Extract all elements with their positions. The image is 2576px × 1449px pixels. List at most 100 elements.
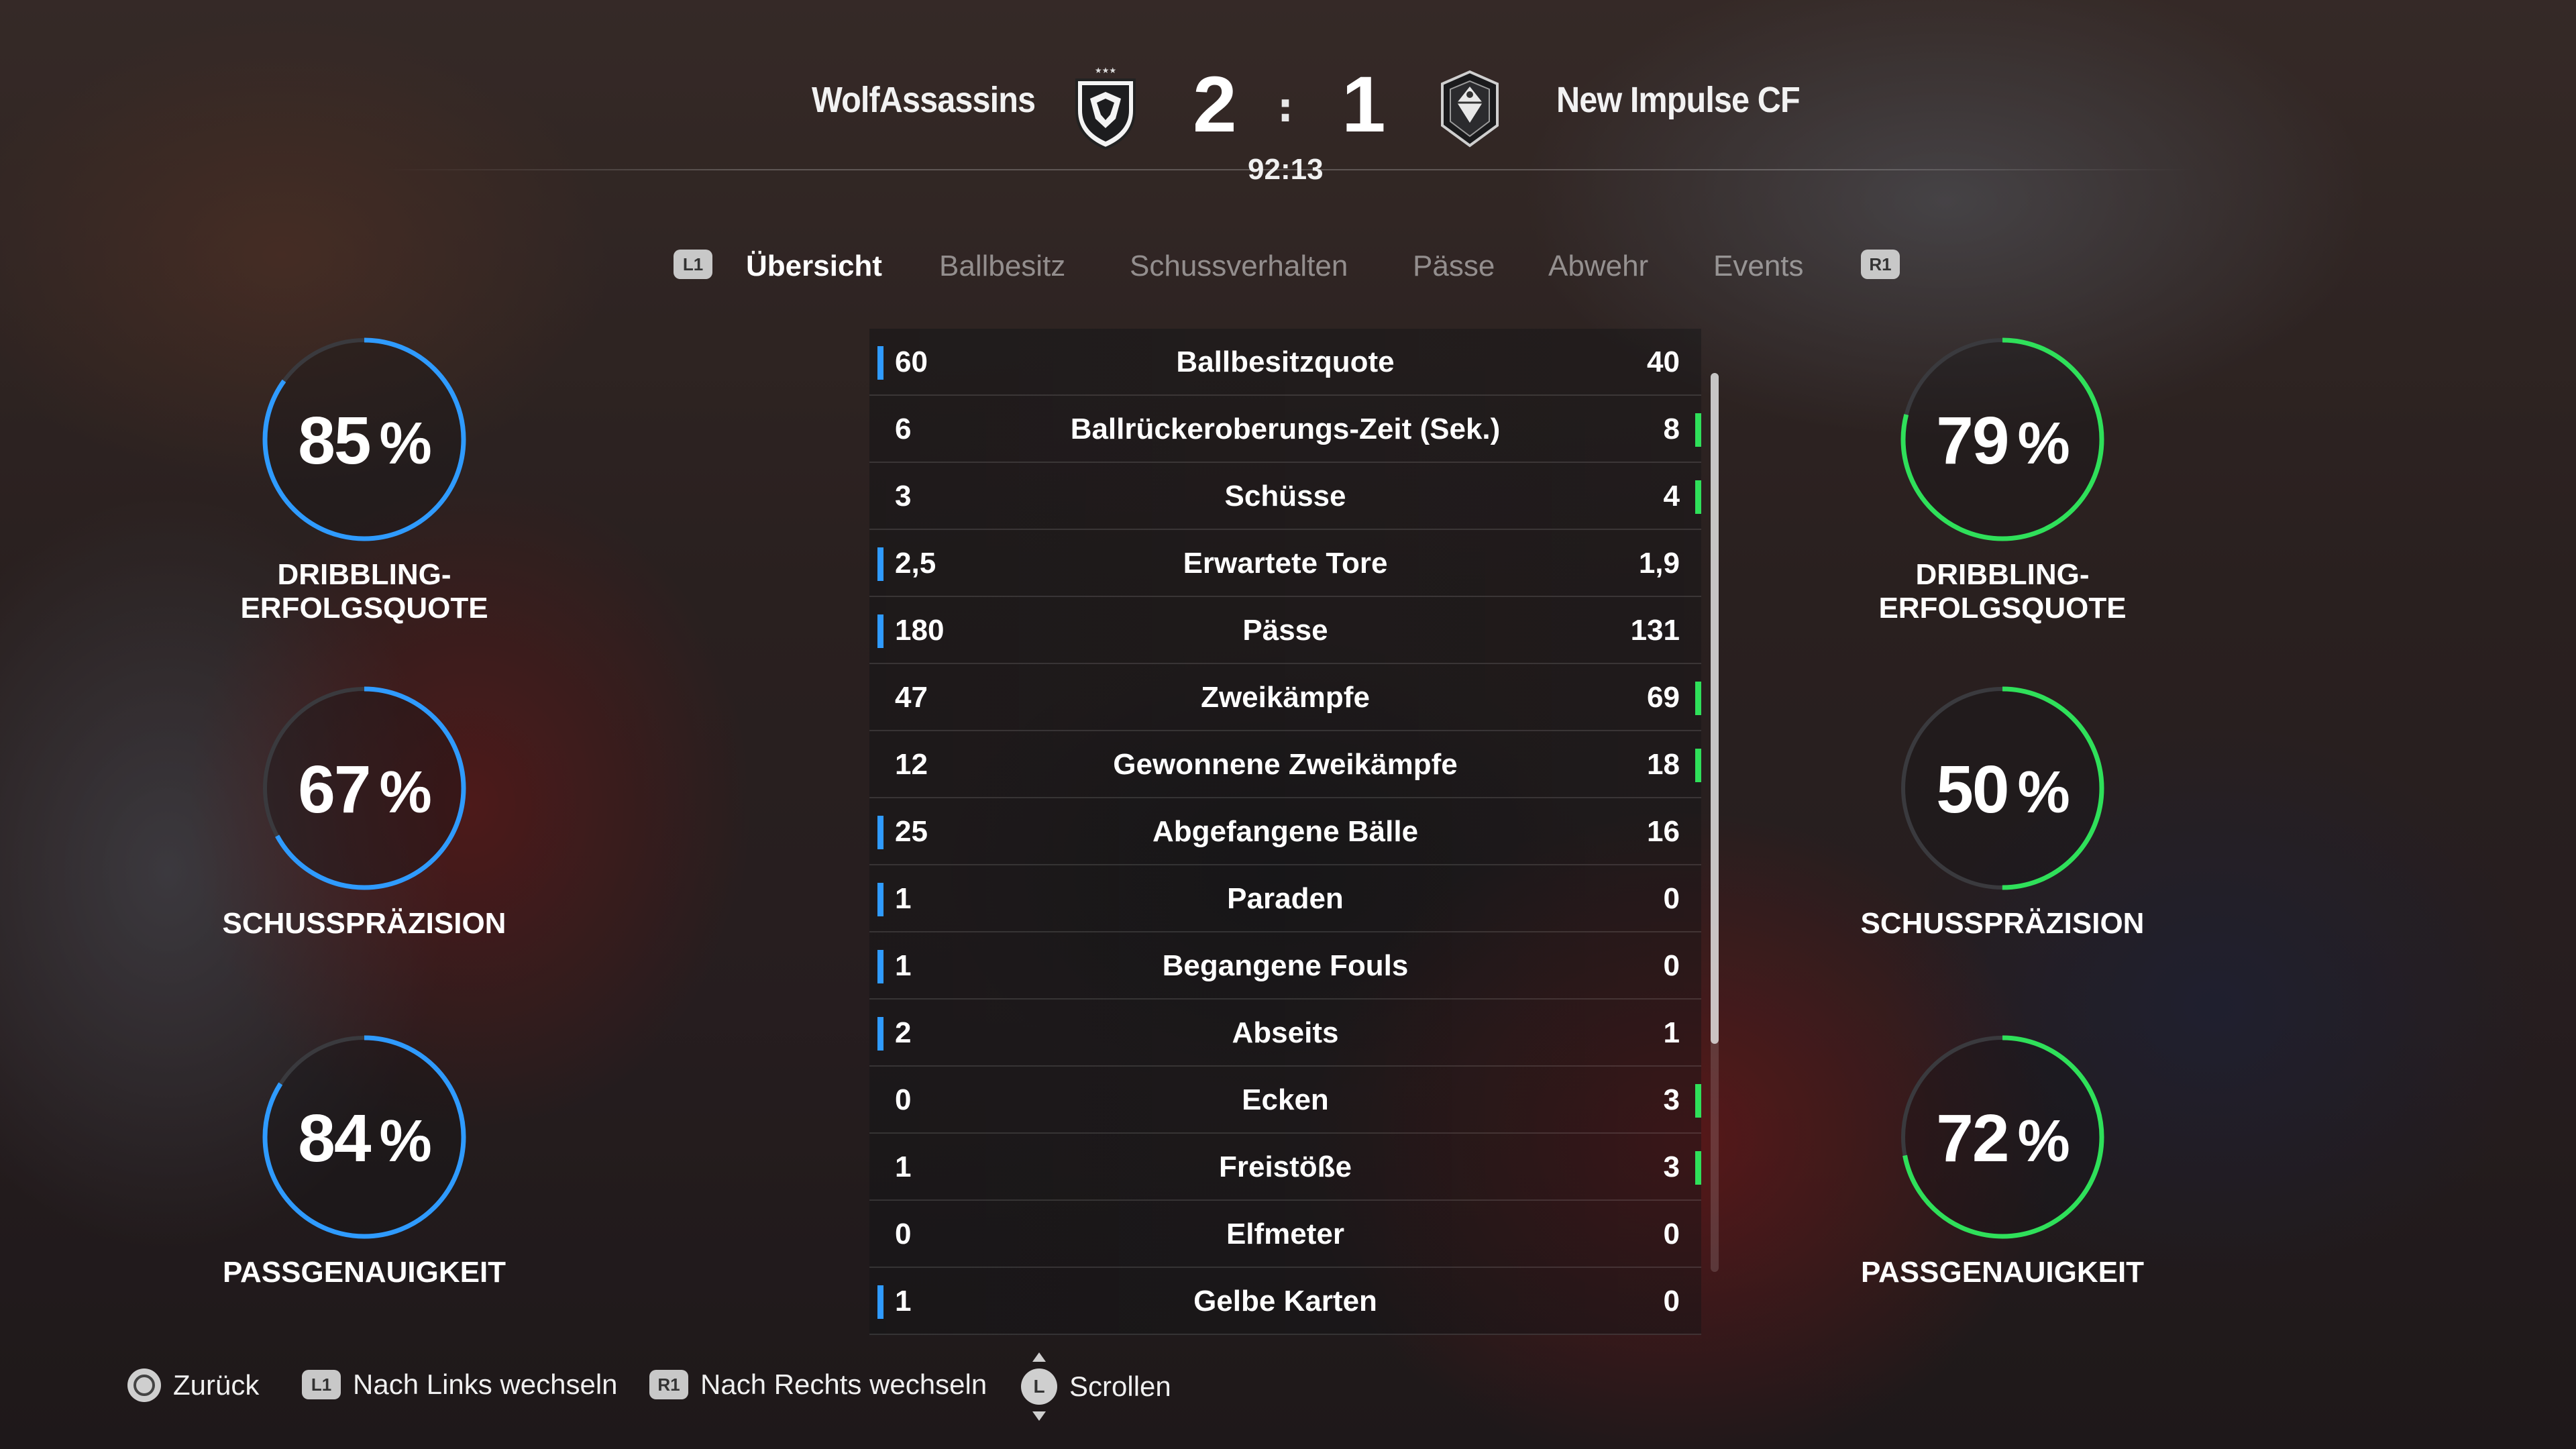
switch-left-control[interactable]: L1 Nach Links wechseln (302, 1368, 618, 1401)
home-stat-value: 1 (895, 1150, 912, 1183)
home-score: 2 (1193, 60, 1237, 149)
stat-label: Pässe (1242, 614, 1328, 647)
tab-abwehr[interactable]: Abwehr (1548, 250, 1649, 282)
ring-number: 72 (1936, 1101, 2009, 1176)
stat-label: Abgefangene Bälle (1152, 815, 1419, 848)
home-lead-marker (877, 950, 883, 983)
r1-button-icon: R1 (649, 1370, 688, 1399)
percentage-ring-icon (262, 686, 466, 890)
ring-progress-arc (262, 1035, 466, 1239)
ring-progress-arc (262, 337, 466, 541)
away-lead-marker (1695, 749, 1701, 782)
away-stat-value: 0 (1663, 1218, 1680, 1250)
percentage-ring-icon (1900, 1035, 2104, 1239)
ring-progress-arc (1900, 1035, 2104, 1239)
stat-label: Freistöße (1218, 1150, 1352, 1183)
away-lead-marker (1695, 413, 1701, 447)
ring-unit: % (2017, 410, 2070, 476)
stat-row: 2 Abseits 1 (869, 1000, 1701, 1067)
ring-value: 67% (156, 751, 572, 828)
stat-label: Ballrückeroberungs-Zeit (Sek.) (1070, 413, 1501, 445)
home-team-crest-icon: ★★★ (1075, 66, 1136, 150)
tab-uebersicht[interactable]: Übersicht (746, 250, 882, 282)
match-header: WolfAssassins ★★★ 2 : 1 New Impulse CF 9… (0, 0, 2576, 188)
l1-button-icon[interactable]: L1 (674, 250, 712, 279)
scroll-label: Scrollen (1069, 1371, 1171, 1402)
ring-value: 84% (156, 1100, 572, 1177)
tab-paesse[interactable]: Pässe (1413, 250, 1495, 282)
away-lead-marker (1695, 1151, 1701, 1185)
stats-tabs: L1 Übersicht Ballbesitz Schussverhalten … (0, 0, 2576, 309)
ring-unit: % (379, 410, 431, 476)
tab-ballbesitz[interactable]: Ballbesitz (939, 250, 1066, 282)
home-stat-value: 1 (895, 1285, 912, 1318)
ring-number: 50 (1936, 752, 2009, 827)
stat-label: Abseits (1232, 1016, 1339, 1049)
percentage-ring-icon (262, 1035, 466, 1239)
switch-right-control[interactable]: R1 Nach Rechts wechseln (649, 1368, 987, 1401)
stat-row: 25 Abgefangene Bälle 16 (869, 798, 1701, 865)
ring-unit: % (2017, 1108, 2070, 1174)
home-lead-marker (877, 1285, 883, 1319)
stats-scrollbar[interactable] (1711, 373, 1719, 1272)
away-stat-value: 18 (1647, 748, 1680, 781)
ring-label: DRIBBLING-ERFOLGSQUOTE (1878, 558, 2127, 625)
ring-value: 72% (1794, 1100, 2210, 1177)
away-ring-3: 72% PASSGENAUIGKEIT (1794, 1033, 2210, 1342)
away-lead-marker (1695, 1084, 1701, 1118)
ring-label: PASSGENAUIGKEIT (1860, 1256, 2145, 1289)
stat-row: 47 Zweikämpfe 69 (869, 664, 1701, 731)
ring-number: 84 (298, 1101, 371, 1176)
ring-label: SCHUSSPRÄZISION (1860, 907, 2145, 940)
home-stat-value: 0 (895, 1218, 912, 1250)
stats-scrollbar-thumb[interactable] (1711, 373, 1719, 1044)
stats-table[interactable]: 60 Ballbesitzquote 40 6 Ballrückeroberungs-Z… (869, 329, 1701, 1335)
stat-row: 6 Ballrückeroberungs-Zeit (Sek.) 8 (869, 396, 1701, 463)
home-lead-marker (877, 547, 883, 581)
home-lead-marker (877, 883, 883, 916)
away-team-crest-icon (1441, 70, 1499, 148)
home-lead-marker (877, 816, 883, 849)
ring-label: PASSGENAUIGKEIT (222, 1256, 506, 1289)
ring-label: DRIBBLING-ERFOLGSQUOTE (240, 558, 488, 625)
away-lead-marker (1695, 480, 1701, 514)
stat-row: 1 Gelbe Karten 0 (869, 1268, 1701, 1335)
home-stat-value: 47 (895, 681, 928, 714)
back-control[interactable]: Zurück (127, 1368, 259, 1402)
scroll-control[interactable]: L Scrollen (1021, 1352, 1171, 1421)
home-stat-value: 3 (895, 480, 912, 513)
tab-schussverhalten[interactable]: Schussverhalten (1130, 250, 1348, 282)
stat-label: Ecken (1242, 1083, 1329, 1116)
ring-value: 85% (156, 402, 572, 480)
left-stick-icon: L (1021, 1352, 1057, 1421)
away-stat-value: 1 (1663, 1016, 1680, 1049)
stat-row: 1 Begangene Fouls 0 (869, 932, 1701, 1000)
ring-number: 67 (298, 752, 371, 827)
away-stat-value: 0 (1663, 882, 1680, 915)
stat-row: 180 Pässe 131 (869, 597, 1701, 664)
svg-text:★★★: ★★★ (1095, 66, 1116, 75)
match-clock: 92:13 (1248, 153, 1324, 186)
stat-row: 0 Elfmeter 0 (869, 1201, 1701, 1268)
r1-button-icon[interactable]: R1 (1861, 250, 1900, 279)
percentage-ring-icon (262, 337, 466, 541)
stat-label: Paraden (1227, 882, 1344, 915)
percentage-ring-icon (1900, 337, 2104, 541)
tab-events[interactable]: Events (1713, 250, 1804, 282)
ring-progress-arc (1900, 337, 2104, 541)
ring-label: SCHUSSPRÄZISION (222, 907, 506, 940)
away-score: 1 (1342, 60, 1386, 149)
away-stat-value: 8 (1663, 413, 1680, 445)
away-stat-value: 3 (1663, 1150, 1680, 1183)
home-stat-value: 1 (895, 949, 912, 982)
stat-label: Erwartete Tore (1183, 547, 1388, 580)
ring-unit: % (2017, 759, 2070, 825)
away-ring-2: 50% SCHUSSPRÄZISION (1794, 684, 2210, 993)
percentage-ring-icon (1900, 686, 2104, 890)
home-stat-value: 60 (895, 345, 928, 378)
away-stat-value: 40 (1647, 345, 1680, 378)
away-stat-value: 0 (1663, 949, 1680, 982)
away-stat-value: 1,9 (1638, 547, 1680, 580)
switch-right-label: Nach Rechts wechseln (700, 1368, 987, 1400)
